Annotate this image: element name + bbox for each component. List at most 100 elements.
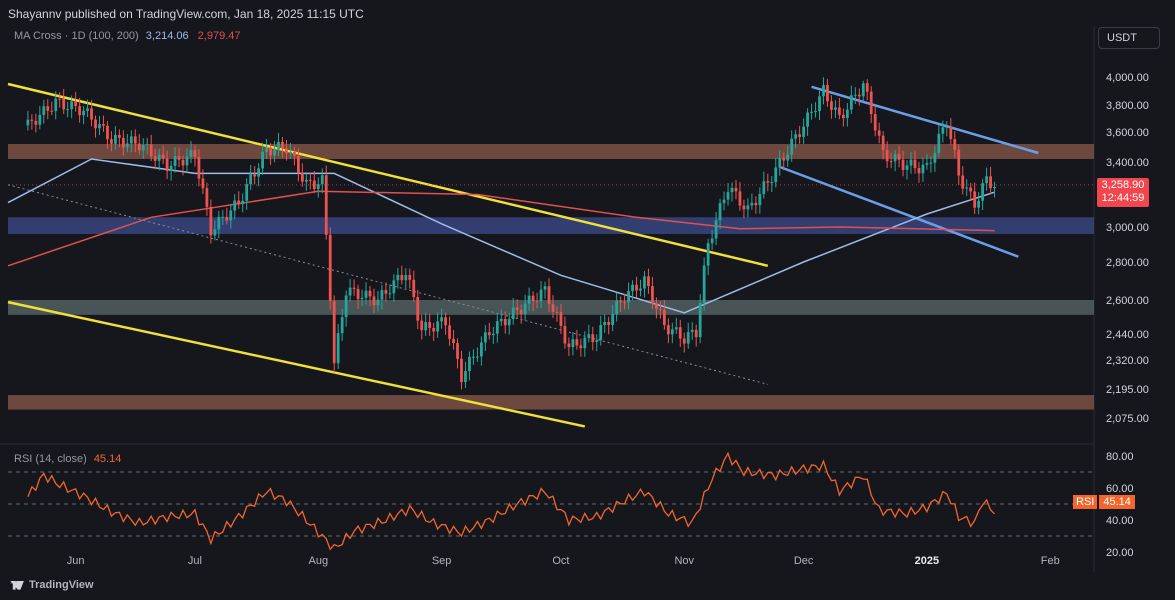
candle-body-2024-07-31	[312, 180, 316, 189]
candle-body-2024-12-10	[838, 107, 841, 115]
candle-body-2024-06-01	[74, 101, 78, 107]
candle-body-2024-06-19	[145, 144, 149, 146]
candle-body-2024-11-14	[734, 187, 738, 192]
candle-body-2024-05-28	[58, 98, 62, 100]
price-chart[interactable]: 4,000.00 3,800.00 3,600.00 3,400.00 3,000.00…	[0, 0, 1175, 572]
candle-body-2024-07-03	[201, 178, 205, 189]
price-tick-label: 2,440.00	[1106, 329, 1149, 341]
candle-body-2024-09-10	[476, 356, 479, 358]
candle-body-2025-01-05	[941, 127, 945, 134]
candle-body-2024-12-24	[893, 154, 897, 162]
candle-body-2024-12-19	[873, 113, 877, 131]
candle-body-2024-11-24	[774, 167, 778, 183]
candle-body-2024-05-24	[42, 106, 46, 115]
candle-body-2024-12-03	[810, 111, 813, 113]
rsi-legend[interactable]: RSI (14, close) 45.14	[14, 453, 121, 465]
candle-body-2024-09-27	[543, 286, 547, 290]
candle-body-2024-06-27	[177, 156, 181, 160]
candle-body-2024-11-05	[698, 302, 702, 338]
ma-cross-legend[interactable]: MA Cross · 1D (100, 200) 3,214.06 2,979.…	[14, 30, 241, 42]
candle-body-2024-08-27	[420, 320, 424, 331]
candle-body-2024-07-23	[281, 141, 284, 149]
ma-cross-label: MA Cross · 1D (100, 200)	[14, 30, 139, 42]
candle-body-2024-12-13	[849, 95, 853, 110]
candle-body-2024-07-01	[193, 150, 197, 157]
candle-body-2024-10-21	[639, 288, 642, 291]
candle-body-2024-10-03	[567, 343, 571, 348]
candle-body-2024-07-29	[304, 179, 308, 182]
rsi-tag-name: RSI	[1073, 495, 1098, 509]
candle-body-2024-11-22	[766, 181, 770, 183]
candle-body-2024-08-09	[348, 287, 352, 296]
currency-button[interactable]: USDT	[1098, 27, 1160, 49]
candle-body-2024-10-22	[643, 276, 646, 289]
candle-body-2024-08-30	[432, 328, 436, 332]
candle-body-2024-06-20	[149, 144, 153, 157]
candle-body-2024-07-25	[289, 151, 292, 154]
candle-body-2024-05-29	[62, 98, 66, 110]
candle-body-2024-11-28	[790, 138, 794, 155]
candle-body-2024-10-10	[595, 340, 599, 343]
candle-body-2024-11-01	[682, 338, 686, 344]
candle-body-2025-01-18	[993, 186, 996, 189]
candle-body-2024-11-08	[710, 238, 714, 244]
candle-body-2024-05-26	[50, 110, 54, 112]
candle-body-2024-08-06	[336, 333, 340, 364]
tradingview-logo[interactable]: TradingView	[10, 579, 94, 591]
brand-name: TradingView	[29, 579, 94, 591]
candle-body-2024-11-07	[706, 243, 710, 266]
trendline-4	[779, 165, 1019, 258]
candle-body-2024-07-08	[221, 216, 225, 218]
trendline-3	[811, 85, 1039, 155]
candle-body-2024-11-17	[746, 205, 750, 210]
candle-body-2024-11-26	[782, 157, 786, 161]
candle-body-2025-01-10	[961, 175, 965, 189]
candle-body-2024-07-04	[205, 188, 209, 207]
candle-body-2024-12-12	[845, 109, 849, 119]
candle-body-2024-11-09	[714, 220, 718, 239]
rsi-label: RSI (14, close)	[14, 453, 87, 465]
candle-body-2024-12-06	[822, 84, 825, 97]
candle-body-2024-06-23	[161, 154, 165, 159]
candle-body-2024-12-27	[905, 165, 909, 170]
candle-body-2024-11-20	[758, 193, 762, 206]
candle-body-2024-12-16	[861, 83, 865, 97]
candle-body-2024-07-27	[297, 156, 300, 173]
candle-body-2024-11-10	[718, 203, 722, 221]
zone-3	[8, 300, 1094, 315]
candle-body-2025-01-12	[969, 187, 973, 192]
candle-body-2024-12-30	[917, 168, 921, 174]
candle-body-2025-01-14	[977, 200, 981, 208]
price-tick-label: 3,800.00	[1106, 100, 1149, 112]
ma200-value: 2,979.47	[197, 30, 241, 42]
price-tick-label: 3,400.00	[1106, 157, 1149, 169]
candle-body-2024-10-02	[563, 325, 567, 344]
candle-body-2024-10-08	[587, 334, 591, 338]
candle-body-2024-09-13	[487, 332, 491, 336]
x-tick-label: Jul	[188, 555, 202, 567]
candle-body-2024-11-25	[778, 157, 782, 168]
rsi-tick-label: 40.00	[1106, 515, 1134, 527]
candle-body-2024-09-26	[539, 289, 543, 302]
candle-body-2024-09-08	[468, 356, 471, 372]
candle-body-2024-10-20	[635, 284, 638, 291]
candle-body-2024-08-02	[320, 175, 324, 185]
x-tick-label: Oct	[552, 555, 569, 567]
price-tick-label: 2,800.00	[1106, 257, 1149, 269]
price-tick-label: 2,600.00	[1106, 295, 1149, 307]
x-tick-label: 2025	[915, 555, 939, 567]
candle-body-2024-08-13	[364, 290, 368, 298]
candle-body-2024-08-23	[404, 275, 408, 281]
candle-body-2024-09-28	[547, 286, 551, 305]
x-tick-label: Dec	[794, 555, 814, 567]
candle-body-2024-07-07	[217, 216, 221, 230]
rsi-line	[27, 451, 995, 551]
ma200-line	[7, 190, 995, 267]
candle-body-2024-06-25	[169, 166, 173, 172]
candle-body-2024-10-04	[571, 339, 575, 348]
last-price-value: 3,258.90	[1101, 179, 1145, 191]
candle-body-2024-11-12	[726, 192, 730, 200]
candle-body-2024-10-16	[619, 300, 623, 303]
candle-body-2024-06-30	[189, 150, 193, 157]
candle-body-2024-08-07	[340, 317, 344, 334]
